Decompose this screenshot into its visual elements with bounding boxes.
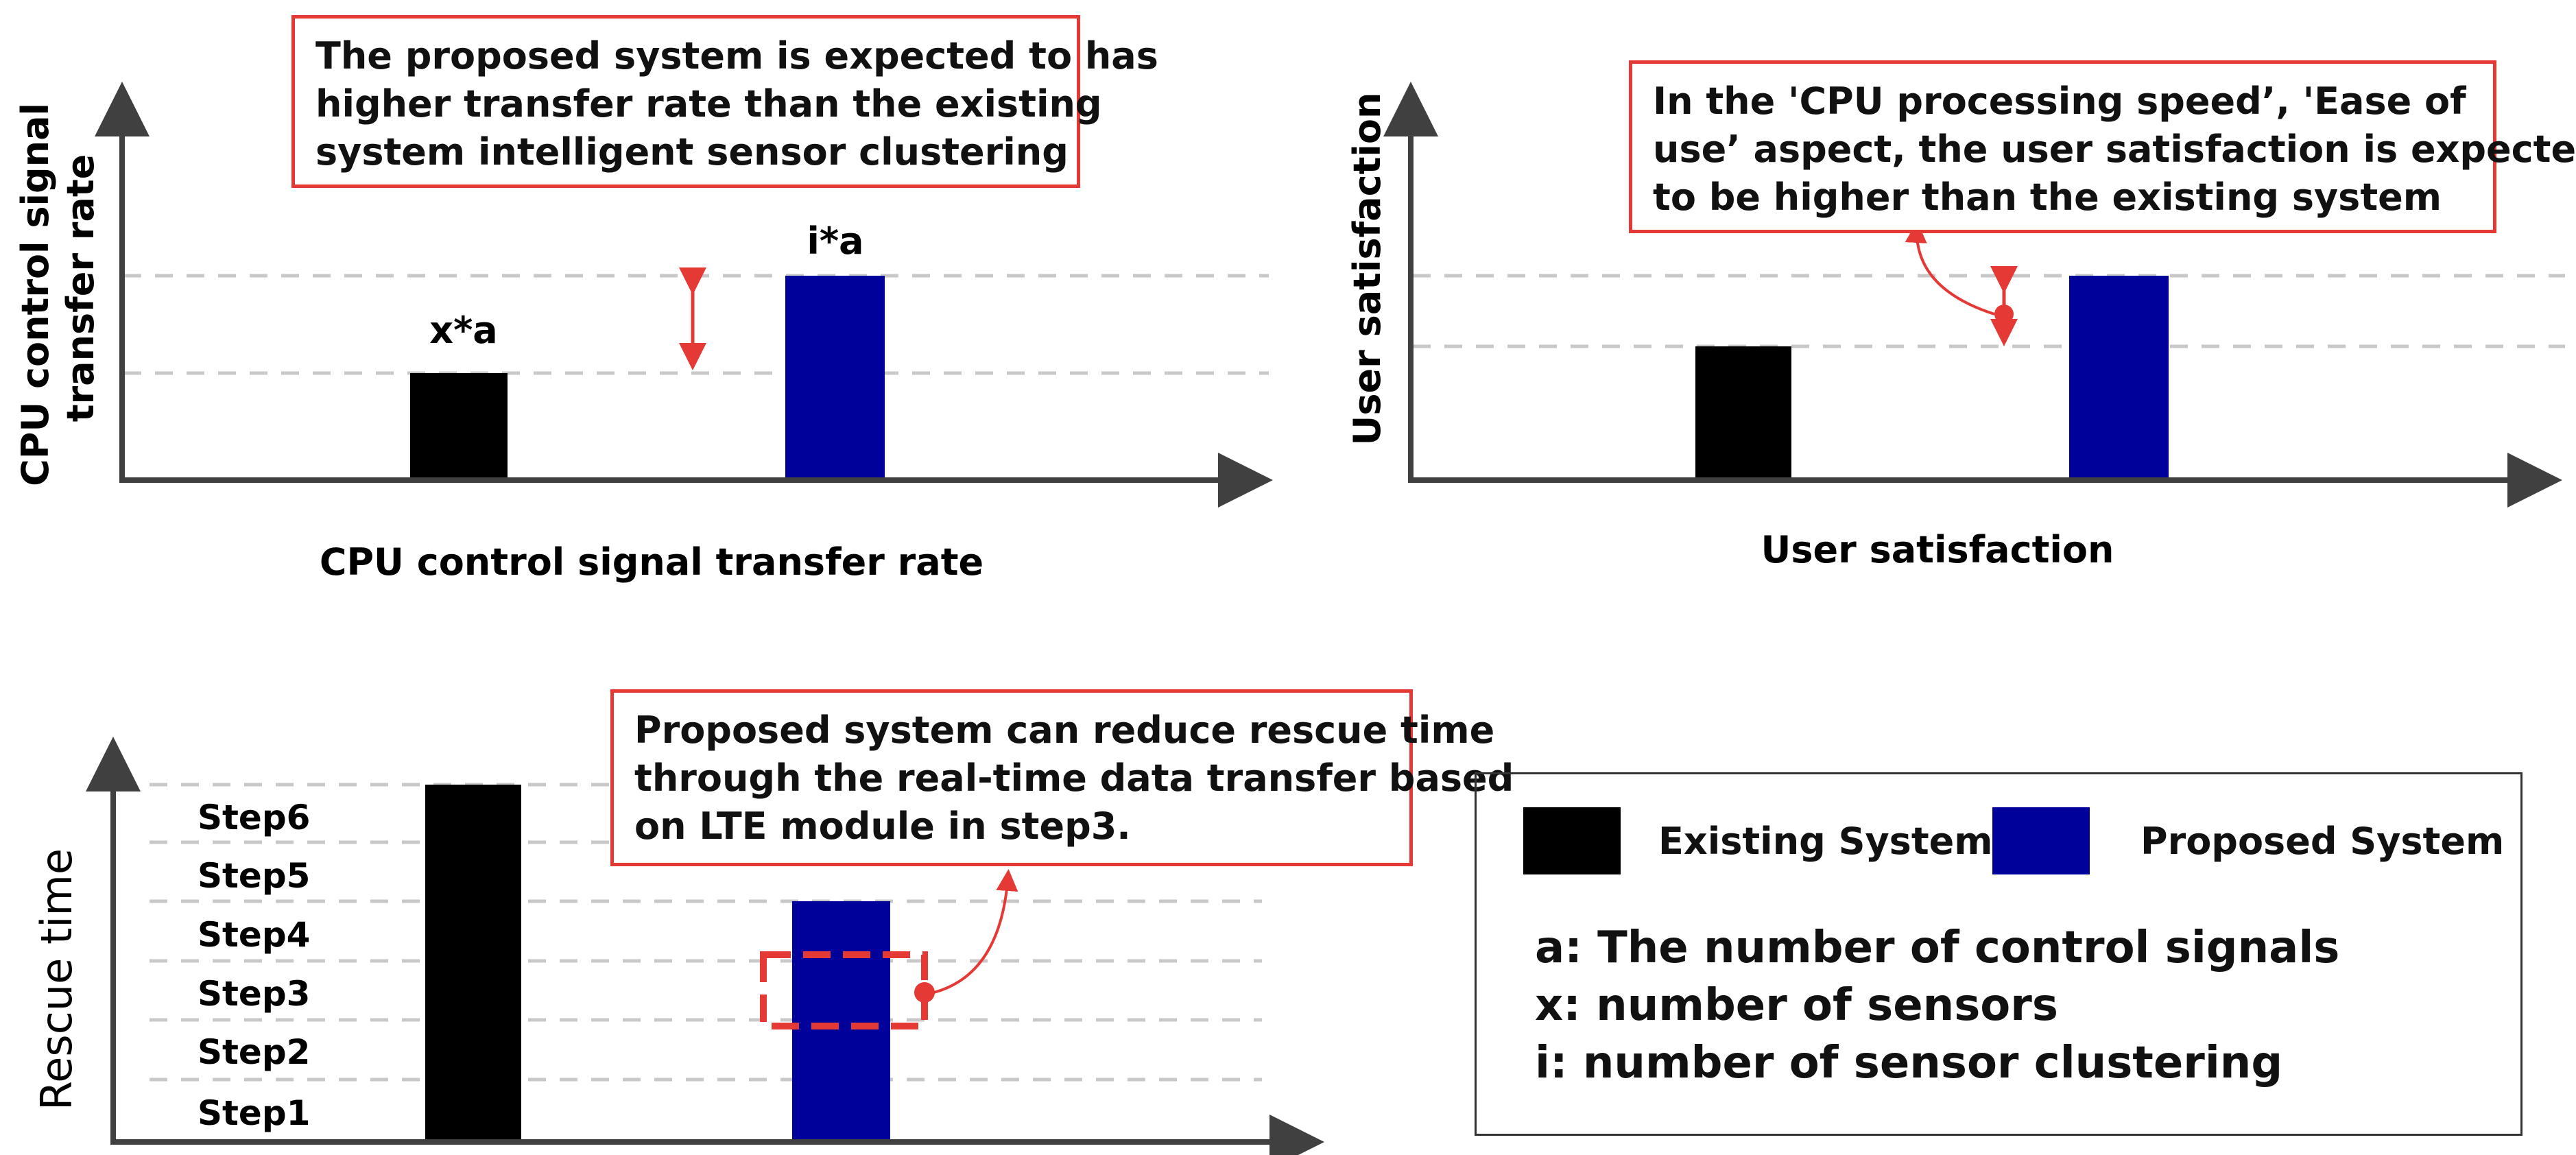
legend-label-existing: Existing System [1658,820,1993,863]
legend-definition: a: The number of control signals [1535,922,2340,973]
y-axis-label: Rescue time [32,848,82,1110]
x-axis-label: User satisfaction [1761,528,2114,571]
bar-label-proposed: i*a [807,219,863,263]
bar-existing [425,785,521,1140]
callout-connector [933,869,1018,994]
callout-connector [1905,221,1995,315]
legend: Existing System Proposed System a: The n… [1475,772,2523,1136]
step-label-4: Step4 [198,915,310,955]
legend-definition: x: number of sensors [1535,980,2058,1031]
y-axis-label-line1: CPU control signal [14,103,57,486]
step3-highlight [760,951,928,1029]
callout-line: use’ aspect, the user satisfaction is ex… [1653,128,2576,171]
legend-label-proposed: Proposed System [2140,820,2505,863]
callout-transfer-rate: The proposed system is expected to has h… [291,15,1158,188]
step-label-6: Step6 [198,798,310,837]
legend-swatch-existing [1523,807,1621,874]
step-label-3: Step3 [198,974,310,1014]
callout-line: Proposed system can reduce rescue time [634,709,1495,752]
callout-rescue-time: Proposed system can reduce rescue time t… [610,689,1514,866]
x-axis-label: CPU control signal transfer rate [320,540,983,584]
callout-line: The proposed system is expected to has [315,34,1158,78]
bar-proposed [785,276,885,477]
bar-proposed [792,901,890,1140]
legend-swatch-proposed [1992,807,2090,874]
step-label-2: Step2 [198,1032,310,1072]
step-labels: Step1 Step2 Step3 Step4 Step5 Step6 [198,798,310,1133]
step-label-5: Step5 [198,856,310,896]
y-axis-label-line2: transfer rate [59,154,102,422]
callout-line: system intelligent sensor clustering [315,130,1069,174]
callout-line: to be higher than the existing system [1653,176,2442,219]
difference-dot [1994,305,2014,324]
bar-existing [1695,346,1791,477]
callout-line: In the 'CPU processing speed’, 'Ease of [1653,80,2466,123]
step-label-1: Step1 [198,1093,310,1133]
callout-line: through the real-time data transfer base… [634,757,1514,800]
bar-label-existing: x*a [429,309,498,352]
chart-transfer-rate: x*a i*a CPU control signal transfer rate… [14,82,1273,584]
callout-line: higher transfer rate than the existing [315,82,1102,126]
bar-existing [410,373,508,477]
chart-user-satisfaction: User satisfaction User satisfaction [1346,82,2565,571]
callout-line: on LTE module in step3. [634,805,1131,848]
y-axis-label: CPU control signal transfer rate [14,90,102,486]
callout-user-satisfaction: In the 'CPU processing speed’, 'Ease of … [1629,60,2576,233]
legend-definition: i: number of sensor clustering [1535,1038,2283,1088]
bar-proposed [2069,276,2169,477]
highlight-dot [914,982,935,1003]
y-axis-label: User satisfaction [1346,93,1389,446]
